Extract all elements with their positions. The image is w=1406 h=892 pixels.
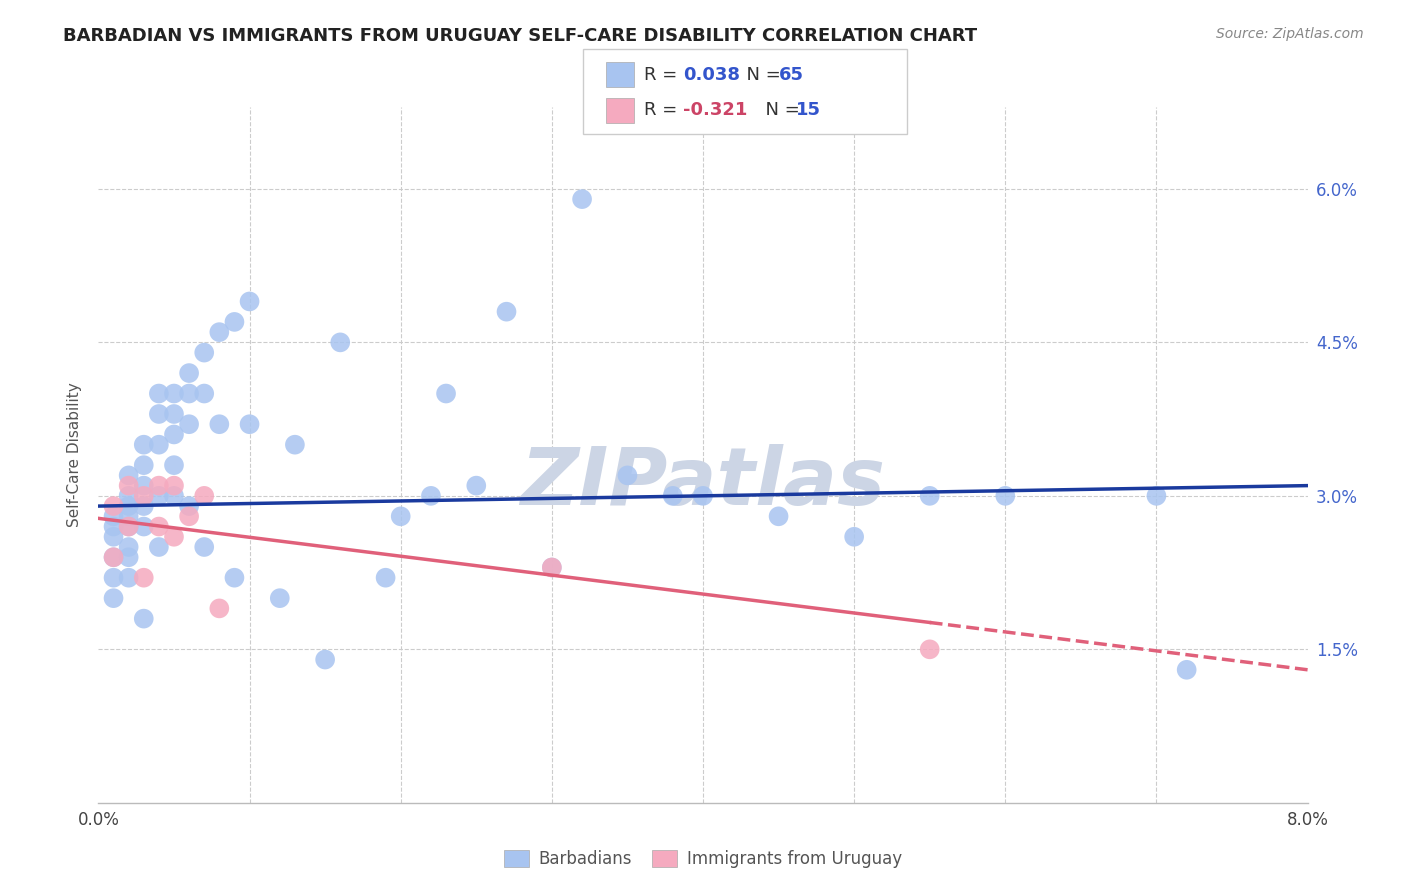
Point	[768, 509, 790, 524]
Point	[163, 530, 186, 544]
Point	[1175, 663, 1198, 677]
Text: 0.038: 0.038	[683, 66, 741, 84]
Text: BARBADIAN VS IMMIGRANTS FROM URUGUAY SELF-CARE DISABILITY CORRELATION CHART: BARBADIAN VS IMMIGRANTS FROM URUGUAY SEL…	[63, 27, 977, 45]
Point	[103, 571, 125, 585]
Point	[179, 509, 201, 524]
Point	[148, 407, 170, 421]
Point	[118, 540, 141, 554]
Point	[103, 519, 125, 533]
Text: R =: R =	[644, 102, 683, 120]
Text: 65: 65	[779, 66, 804, 84]
Point	[389, 509, 412, 524]
Text: N =: N =	[735, 66, 787, 84]
Text: N =: N =	[754, 102, 806, 120]
Point	[163, 478, 186, 492]
Point	[103, 499, 125, 513]
Point	[179, 417, 201, 432]
Point	[465, 478, 488, 492]
Point	[284, 438, 307, 452]
Point	[179, 386, 201, 401]
Point	[163, 489, 186, 503]
Text: ZIPatlas: ZIPatlas	[520, 443, 886, 522]
Point	[148, 489, 170, 503]
Point	[103, 530, 125, 544]
Point	[329, 335, 352, 350]
Point	[193, 540, 215, 554]
Point	[918, 489, 941, 503]
Point	[132, 519, 155, 533]
Point	[132, 489, 155, 503]
Point	[239, 294, 262, 309]
Point	[132, 458, 155, 472]
Point	[434, 386, 457, 401]
Point	[918, 642, 941, 657]
Point	[118, 489, 141, 503]
Point	[420, 489, 443, 503]
Point	[132, 478, 155, 492]
Point	[132, 571, 155, 585]
Point	[179, 499, 201, 513]
Point	[163, 458, 186, 472]
Point	[118, 519, 141, 533]
Point	[540, 560, 562, 574]
Point	[103, 550, 125, 565]
Point	[118, 571, 141, 585]
Point	[269, 591, 291, 606]
Point	[661, 489, 683, 503]
Text: R =: R =	[644, 66, 683, 84]
Point	[571, 192, 593, 206]
Point	[374, 571, 396, 585]
Point	[132, 612, 155, 626]
Point	[118, 478, 141, 492]
Point	[118, 468, 141, 483]
Point	[208, 325, 231, 339]
Text: 15: 15	[796, 102, 821, 120]
Y-axis label: Self-Care Disability: Self-Care Disability	[67, 383, 83, 527]
Point	[148, 438, 170, 452]
Point	[1146, 489, 1168, 503]
Point	[495, 304, 517, 318]
Point	[179, 366, 201, 380]
Point	[118, 519, 141, 533]
Legend: Barbadians, Immigrants from Uruguay: Barbadians, Immigrants from Uruguay	[496, 843, 910, 874]
Point	[692, 489, 714, 503]
Point	[148, 519, 170, 533]
Point	[193, 386, 215, 401]
Point	[103, 591, 125, 606]
Point	[148, 478, 170, 492]
Point	[224, 315, 246, 329]
Point	[148, 540, 170, 554]
Point	[193, 345, 215, 359]
Point	[118, 550, 141, 565]
Point	[224, 571, 246, 585]
Text: -0.321: -0.321	[683, 102, 748, 120]
Point	[132, 499, 155, 513]
Point	[118, 509, 141, 524]
Point	[118, 499, 141, 513]
Point	[844, 530, 866, 544]
Point	[208, 417, 231, 432]
Point	[994, 489, 1017, 503]
Point	[163, 407, 186, 421]
Text: Source: ZipAtlas.com: Source: ZipAtlas.com	[1216, 27, 1364, 41]
Point	[103, 550, 125, 565]
Point	[163, 427, 186, 442]
Point	[103, 509, 125, 524]
Point	[148, 386, 170, 401]
Point	[239, 417, 262, 432]
Point	[616, 468, 638, 483]
Point	[132, 438, 155, 452]
Point	[163, 386, 186, 401]
Point	[193, 489, 215, 503]
Point	[540, 560, 562, 574]
Point	[314, 652, 336, 666]
Point	[208, 601, 231, 615]
